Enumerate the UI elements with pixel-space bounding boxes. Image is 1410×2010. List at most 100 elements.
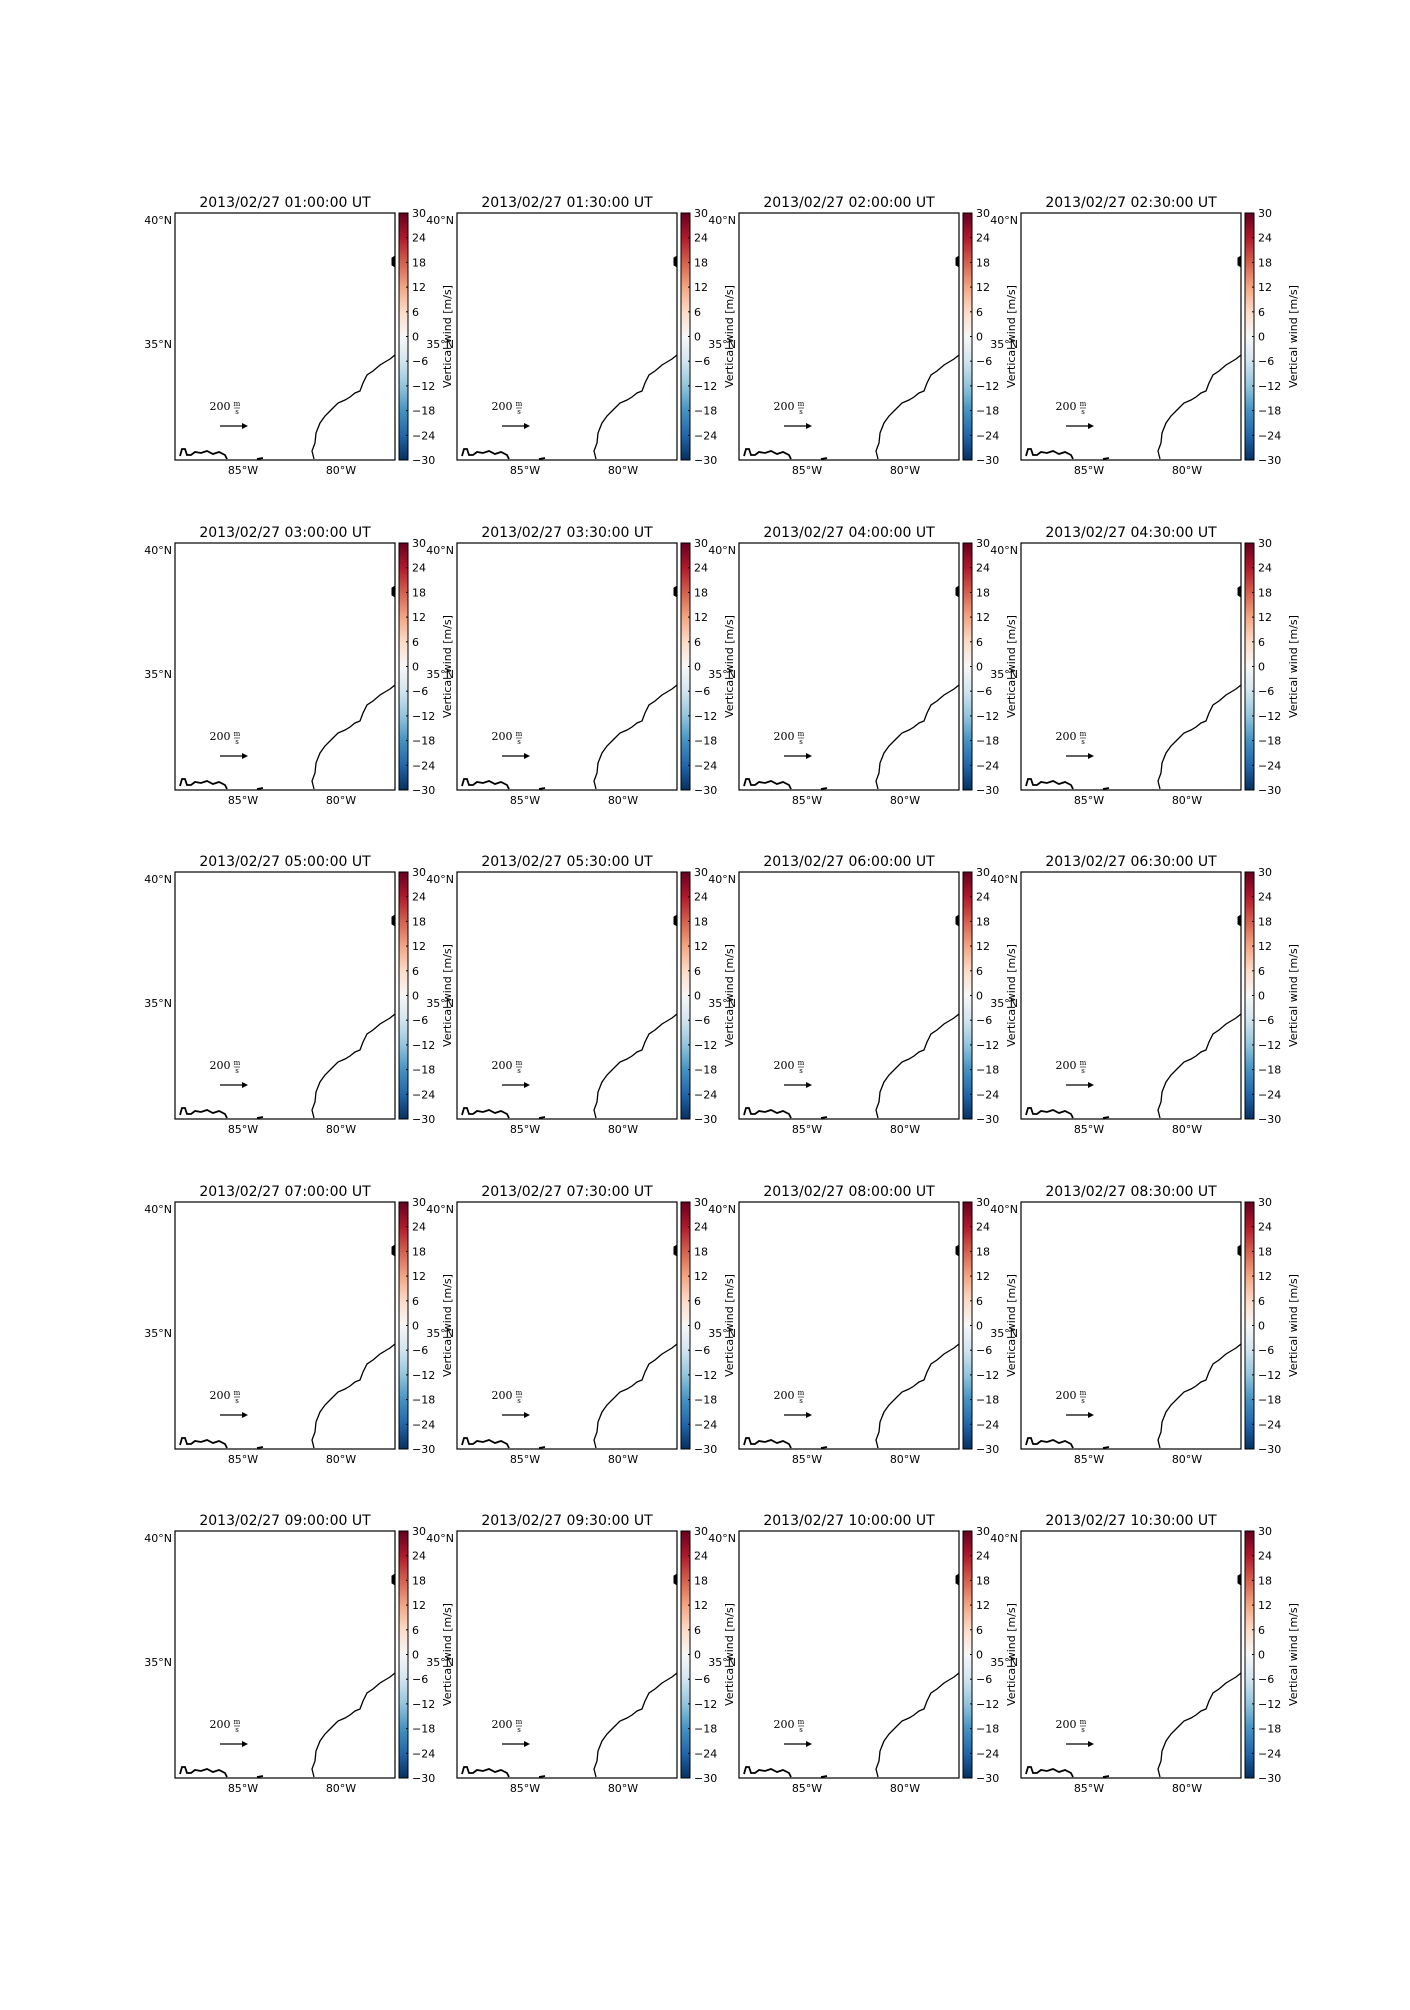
colorbar-tick-label: −6 <box>976 355 992 368</box>
colorbar-tick-label: −12 <box>412 710 435 723</box>
quiver-key-arrow-head <box>806 1741 812 1747</box>
map-frame <box>738 1530 960 1779</box>
quiver-key-unit-den: s <box>517 1397 521 1405</box>
gulf-coastline <box>179 1107 264 1119</box>
lat-tick-35n: 35°N <box>426 997 454 1010</box>
lon-tick-80w: 80°W <box>608 464 638 477</box>
lon-tick-85w: 85°W <box>792 1782 822 1795</box>
colorbar-tick-label: 24 <box>694 562 708 575</box>
colorbar: 30 24 18 12 6 0 −6 −12 −18 −24 −30 Vertical wind [m… <box>398 1525 454 1785</box>
lat-tick-40n: 40°N <box>426 544 454 557</box>
colorbar-tick-label: −6 <box>694 1014 710 1027</box>
colorbar-tick-label: 12 <box>694 611 708 624</box>
colorbar-tick-label: −6 <box>976 1344 992 1357</box>
coastline <box>311 354 396 460</box>
colorbar-tick-label: 24 <box>976 562 990 575</box>
colorbar-tick-label: −24 <box>694 1088 717 1101</box>
colorbar-tick-label: 24 <box>694 891 708 904</box>
map-panel: 2013/02/27 03:30:00 UT 40°N 35°N 85°W 80°W 20… <box>426 525 736 807</box>
lat-tick-35n: 35°N <box>426 338 454 351</box>
colorbar: 30 24 18 12 6 0 −6 −12 −18 −24 −30 Vertical wind [m… <box>962 207 1018 467</box>
colorbar-label: Vertical wind [m/s] <box>441 1603 454 1706</box>
map-frame <box>738 212 960 461</box>
colorbar-tick-label: −30 <box>976 454 999 467</box>
colorbar-tick-label: 24 <box>694 1221 708 1234</box>
map-frame <box>456 212 678 461</box>
colorbar-tick-label: 30 <box>412 866 426 879</box>
coastline-island <box>391 914 396 927</box>
quiver-key-arrow-head <box>242 423 248 429</box>
map-frame <box>1020 1201 1242 1450</box>
lon-tick-85w: 85°W <box>510 1453 540 1466</box>
colorbar: 30 24 18 12 6 0 −6 −12 −18 −24 −30 Vertical wind [m… <box>398 1196 454 1456</box>
quiver-key: 200 ms <box>210 1389 248 1418</box>
map-panel: 2013/02/27 09:00:00 UT 40°N 35°N 85°W 80°W 20… <box>144 1513 454 1795</box>
colorbar-tick-label: 12 <box>694 1270 708 1283</box>
colorbar-tick-label: 30 <box>976 537 990 550</box>
colorbar-tick-label: −18 <box>1258 405 1281 418</box>
colorbar-tick-label: −18 <box>694 1064 717 1077</box>
colorbar-tick-label: 12 <box>694 940 708 953</box>
map-frame <box>174 542 396 791</box>
quiver-key-unit-den: s <box>517 1726 521 1734</box>
quiver-key: 200 ms <box>774 730 812 759</box>
quiver-key-label: 200 <box>774 1059 795 1072</box>
quiver-key-arrow-head <box>1088 1412 1094 1418</box>
colorbar-tick-label: −30 <box>976 784 999 797</box>
colorbar-tick-label: 6 <box>412 636 419 649</box>
quiver-key: 200 ms <box>1056 1059 1094 1088</box>
lon-tick-85w: 85°W <box>228 1123 258 1136</box>
panel-title: 2013/02/27 08:00:00 UT <box>763 1184 935 1200</box>
lat-tick-35n: 35°N <box>426 1656 454 1669</box>
map-panel: 2013/02/27 05:00:00 UT 40°N 35°N 85°W 80°W 20… <box>144 854 454 1136</box>
quiver-key-label: 200 <box>1056 1389 1077 1402</box>
colorbar-tick-label: 12 <box>976 1270 990 1283</box>
colorbar-tick-label: −6 <box>412 355 428 368</box>
colorbar-tick-label: 24 <box>976 232 990 245</box>
lat-tick-40n: 40°N <box>144 1532 172 1545</box>
coastline-island <box>955 585 960 598</box>
map-panel: 2013/02/27 04:30:00 UT 40°N 35°N 85°W 80°W 20… <box>990 525 1300 807</box>
colorbar-tick-label: 30 <box>976 866 990 879</box>
colorbar-tick-label: −12 <box>1258 1698 1281 1711</box>
quiver-key-unit-den: s <box>1081 1726 1085 1734</box>
colorbar-tick-label: 0 <box>412 1649 419 1662</box>
colorbar-tick-label: −18 <box>1258 1723 1281 1736</box>
gulf-coastline <box>461 778 546 790</box>
panel-title: 2013/02/27 09:00:00 UT <box>199 1513 371 1529</box>
panel-title: 2013/02/27 09:30:00 UT <box>481 1513 653 1529</box>
coastline-island <box>955 255 960 268</box>
colorbar-tick-label: 0 <box>412 661 419 674</box>
colorbar-tick-label: −30 <box>694 1113 717 1126</box>
quiver-key-unit-num: m <box>234 730 241 738</box>
colorbar: 30 24 18 12 6 0 −6 −12 −18 −24 −30 Vertical wind [m… <box>962 866 1018 1126</box>
colorbar-tick-label: 24 <box>694 232 708 245</box>
colorbar-tick-label: −12 <box>1258 380 1281 393</box>
lon-tick-80w: 80°W <box>326 464 356 477</box>
panel-title: 2013/02/27 05:30:00 UT <box>481 854 653 870</box>
coastline-island <box>673 1573 678 1586</box>
quiver-key-arrow-head <box>242 753 248 759</box>
colorbar-tick-label: −18 <box>976 1394 999 1407</box>
panel-title: 2013/02/27 01:30:00 UT <box>481 195 653 211</box>
gulf-coastline <box>461 448 546 460</box>
colorbar-label: Vertical wind [m/s] <box>441 944 454 1047</box>
colorbar-tick-label: 30 <box>694 537 708 550</box>
colorbar-tick-label: −6 <box>412 1344 428 1357</box>
colorbar-tick-label: 6 <box>694 1295 701 1308</box>
colorbar-tick-label: 18 <box>694 915 708 928</box>
colorbar-tick-label: −30 <box>694 784 717 797</box>
colorbar-tick-label: 0 <box>694 661 701 674</box>
colorbar-tick-label: −24 <box>976 1418 999 1431</box>
panel-title: 2013/02/27 02:30:00 UT <box>1045 195 1217 211</box>
colorbar-tick-label: −18 <box>976 1723 999 1736</box>
quiver-key-label: 200 <box>774 1389 795 1402</box>
colorbar: 30 24 18 12 6 0 −6 −12 −18 −24 −30 Vertical wind [m… <box>1244 1196 1300 1456</box>
quiver-key-arrow-head <box>806 1412 812 1418</box>
colorbar: 30 24 18 12 6 0 −6 −12 −18 −24 −30 Vertical wind [m… <box>1244 537 1300 797</box>
coastline-island <box>673 255 678 268</box>
quiver-key-label: 200 <box>492 1389 513 1402</box>
colorbar-tick-label: 30 <box>412 207 426 220</box>
colorbar: 30 24 18 12 6 0 −6 −12 −18 −24 −30 Vertical wind [m… <box>1244 1525 1300 1785</box>
